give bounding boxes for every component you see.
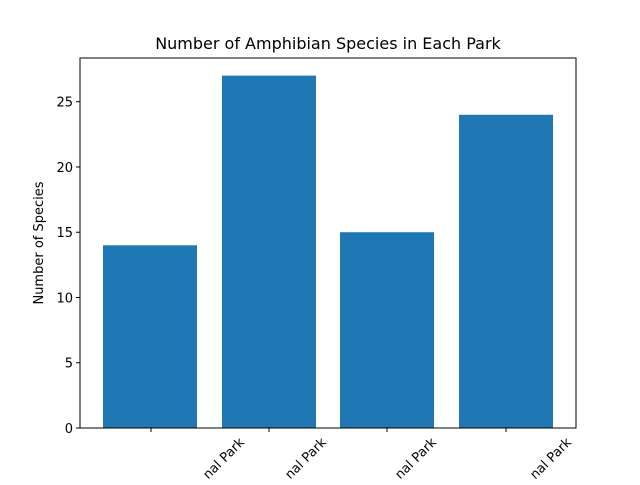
- x-tick-label-0: nal Park: [200, 435, 248, 480]
- bars-group: [103, 75, 553, 428]
- x-tick-label-2: nal Park: [392, 435, 440, 480]
- bar-3: [459, 114, 553, 428]
- y-axis-label: Number of Species: [32, 181, 47, 304]
- x-tick-label-1: nal Park: [282, 435, 330, 480]
- chart-title: Number of Amphibian Species in Each Park: [155, 34, 501, 53]
- axes-frame: [79, 57, 577, 429]
- y-tick-label-3: 15: [56, 226, 73, 241]
- y-tick-label-2: 10: [56, 291, 73, 306]
- y-tick-label-5: 25: [56, 96, 73, 111]
- y-tick-label-0: 0: [65, 422, 73, 437]
- bar-2: [340, 232, 434, 428]
- y-tick-label-1: 5: [65, 357, 73, 372]
- x-axis-ticks: nal Park nal Park nal Park nal Park: [150, 428, 575, 483]
- y-tick-label-4: 20: [56, 161, 73, 176]
- bar-1: [222, 75, 316, 428]
- bar-0: [103, 245, 197, 428]
- x-tick-label-3: nal Park: [527, 435, 575, 480]
- y-axis-ticks: 0 5 10 15 20 25: [56, 96, 80, 437]
